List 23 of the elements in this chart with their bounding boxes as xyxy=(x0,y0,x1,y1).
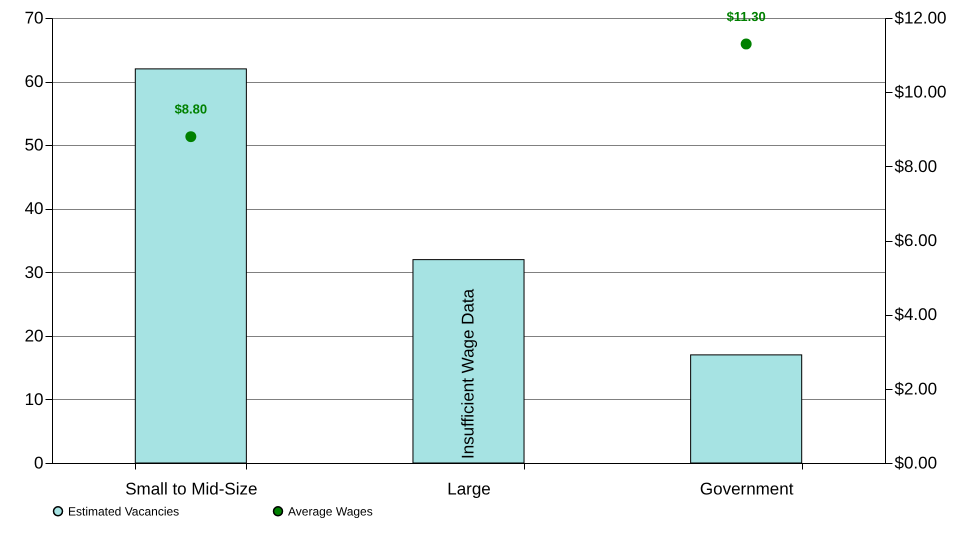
y-tick-label: 70 xyxy=(24,8,44,28)
x-tick-label: Large xyxy=(447,480,491,498)
y2-tick-label: $4.00 xyxy=(894,305,938,324)
annotation: Insufficient Wage Data xyxy=(458,288,478,459)
data-label: $11.30 xyxy=(726,8,766,24)
data-label: $8.80 xyxy=(174,102,208,117)
legend-label: Estimated Vacancies xyxy=(68,504,180,518)
x-tick-label: Government xyxy=(700,480,794,498)
y-tick-label: 40 xyxy=(24,199,44,218)
y-tick-label: 50 xyxy=(24,136,44,155)
y-tick-label: 0 xyxy=(34,454,44,472)
y2-tick-label: $2.00 xyxy=(894,379,938,398)
y2-tick-label: $6.00 xyxy=(894,231,938,250)
y2-tick-label: $8.00 xyxy=(894,156,938,176)
legend-label: Average Wages xyxy=(288,504,373,518)
y2-tick-label: $12.00 xyxy=(894,8,946,28)
y-tick-label: 30 xyxy=(24,262,44,282)
y-tick-label: 60 xyxy=(24,72,44,92)
y-tick-label: 20 xyxy=(24,326,44,346)
x-tick-label: Small to Mid-Size xyxy=(125,480,258,498)
y2-tick-label: $10.00 xyxy=(894,82,946,102)
y2-tick-label: $0.00 xyxy=(894,454,938,472)
y-tick-label: 10 xyxy=(24,390,44,409)
